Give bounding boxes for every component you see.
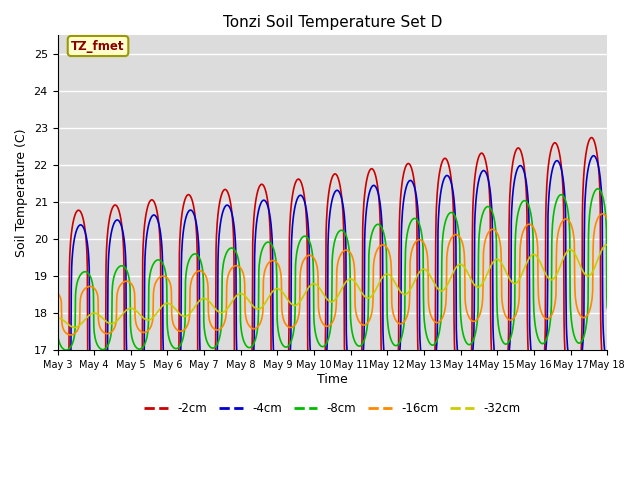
Legend: -2cm, -4cm, -8cm, -16cm, -32cm: -2cm, -4cm, -8cm, -16cm, -32cm xyxy=(140,397,525,420)
Title: Tonzi Soil Temperature Set D: Tonzi Soil Temperature Set D xyxy=(223,15,442,30)
X-axis label: Time: Time xyxy=(317,372,348,386)
Y-axis label: Soil Temperature (C): Soil Temperature (C) xyxy=(15,129,28,257)
Text: TZ_fmet: TZ_fmet xyxy=(71,39,125,52)
